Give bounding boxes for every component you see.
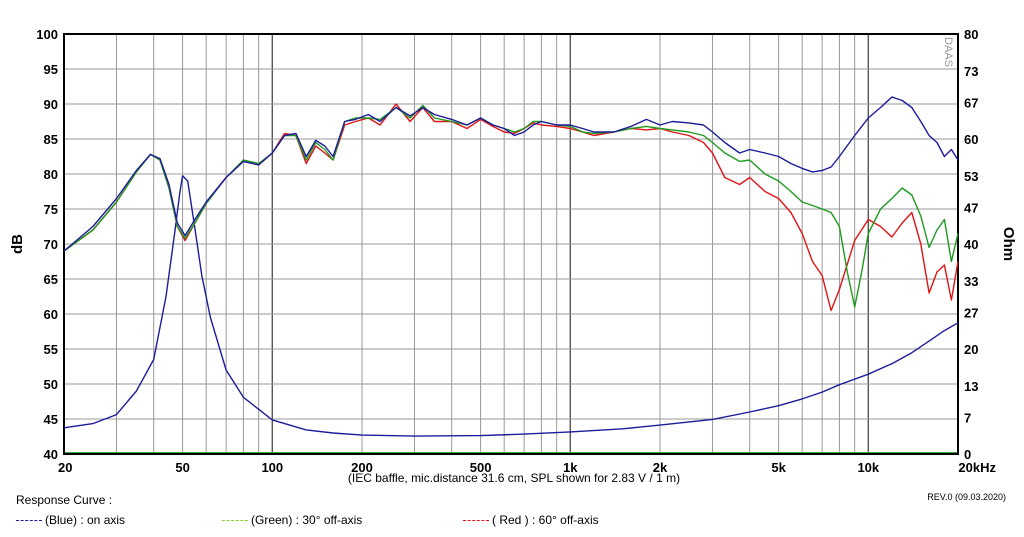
- legend-swatch-blue: [16, 519, 42, 521]
- y-tick-label-right: 27: [964, 305, 978, 320]
- y-tick-label-left: 45: [44, 412, 58, 427]
- y-tick-label-left: 60: [44, 307, 58, 322]
- legend-label-green: (Green) : 30° off-axis: [251, 513, 363, 527]
- y-tick-label-left: 95: [44, 62, 58, 77]
- legend-swatch-green: [222, 519, 248, 521]
- measurement-note: (IEC baffle, mic.distance 31.6 cm, SPL s…: [348, 471, 680, 485]
- y-tick-label-right: 7: [964, 410, 971, 425]
- y-tick-label-right: 33: [964, 274, 978, 289]
- x-tick-label: 100: [261, 460, 283, 475]
- series-60-off-axis: [63, 103, 959, 312]
- y-tick-label-left: 75: [44, 202, 58, 217]
- x-tick-label: 2k: [653, 460, 668, 475]
- chart-series: [63, 96, 959, 437]
- legend-title: Response Curve :: [16, 493, 113, 507]
- y-tick-label-left: 40: [44, 447, 58, 462]
- y-axis-left-title: dB: [9, 234, 26, 254]
- x-tick-label: 50: [175, 460, 189, 475]
- y-tick-label-right: 73: [964, 64, 978, 79]
- legend-item-blue: (Blue) : on axis: [16, 513, 125, 527]
- watermark-logo: DAAS: [942, 37, 954, 67]
- y-tick-label-right: 13: [964, 379, 978, 394]
- x-tick-label: 20kHz: [958, 460, 996, 475]
- y-tick-label-right: 53: [964, 169, 978, 184]
- legend-item-green: (Green) : 30° off-axis: [222, 513, 362, 527]
- y-tick-label-left: 85: [44, 132, 58, 147]
- legend-label-red: ( Red ) : 60° off-axis: [492, 513, 599, 527]
- legend-swatch-red: [463, 519, 489, 521]
- series-30-off-axis: [63, 104, 959, 308]
- y-tick-label-left: 65: [44, 272, 58, 287]
- revision-label: REV.0 (09.03.2020): [927, 492, 1006, 502]
- series-impedance: [63, 175, 959, 437]
- y-tick-label-right: 0: [964, 447, 971, 462]
- x-tick-label: 1k: [563, 460, 578, 475]
- series-on-axis: [63, 96, 959, 252]
- y-tick-label-right: 80: [964, 27, 978, 42]
- axis-ticks: 20 50 100 200 500 1k 2k 5k 10k 20kHz1009590858075…: [36, 27, 996, 475]
- x-tick-label: 500: [470, 460, 492, 475]
- y-tick-label-right: 20: [964, 342, 978, 357]
- y-tick-label-left: 70: [44, 237, 58, 252]
- x-tick-label: 10k: [857, 460, 879, 475]
- y-tick-label-right: 40: [964, 237, 978, 252]
- y-tick-label-right: 60: [964, 132, 978, 147]
- y-axis-right-title: Ohm: [1000, 227, 1017, 261]
- plot-frame: [63, 33, 959, 455]
- y-tick-label-left: 80: [44, 167, 58, 182]
- x-tick-label: 200: [351, 460, 373, 475]
- x-tick-label: 20: [58, 460, 72, 475]
- y-tick-label-right: 47: [964, 200, 978, 215]
- legend-item-red: ( Red ) : 60° off-axis: [463, 513, 599, 527]
- x-tick-label: 5k: [771, 460, 786, 475]
- y-tick-label-right: 67: [964, 95, 978, 110]
- legend-label-blue: (Blue) : on axis: [45, 513, 126, 527]
- y-tick-label-left: 50: [44, 377, 58, 392]
- y-tick-label-left: 90: [44, 97, 58, 112]
- y-tick-label-left: 55: [44, 342, 58, 357]
- y-tick-label-left: 100: [36, 27, 58, 42]
